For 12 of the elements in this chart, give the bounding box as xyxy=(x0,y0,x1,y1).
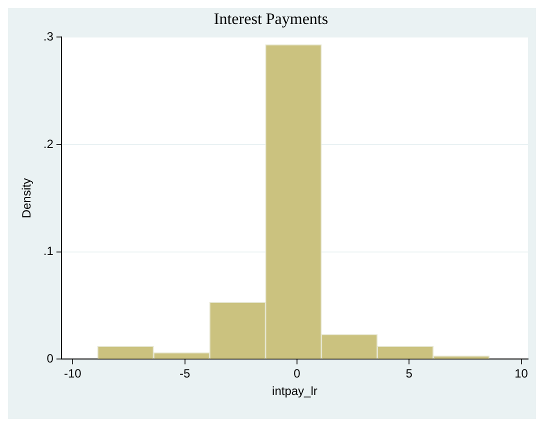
y-tick-label: .1 xyxy=(43,244,54,258)
x-tick-label: -10 xyxy=(64,366,82,381)
x-tick-label: 10 xyxy=(514,366,528,381)
y-axis-title: Density xyxy=(20,178,34,218)
x-tick-label: -5 xyxy=(179,366,190,381)
x-tick-label: 5 xyxy=(406,366,413,381)
chart-title: Interest Payments xyxy=(214,10,328,28)
y-tick-label: 0 xyxy=(46,352,54,366)
y-tick-label: .2 xyxy=(43,136,54,151)
x-axis-title: intpay_lr xyxy=(272,384,318,398)
y-tick-label: .3 xyxy=(43,30,54,44)
x-tick-label: 0 xyxy=(294,366,301,381)
